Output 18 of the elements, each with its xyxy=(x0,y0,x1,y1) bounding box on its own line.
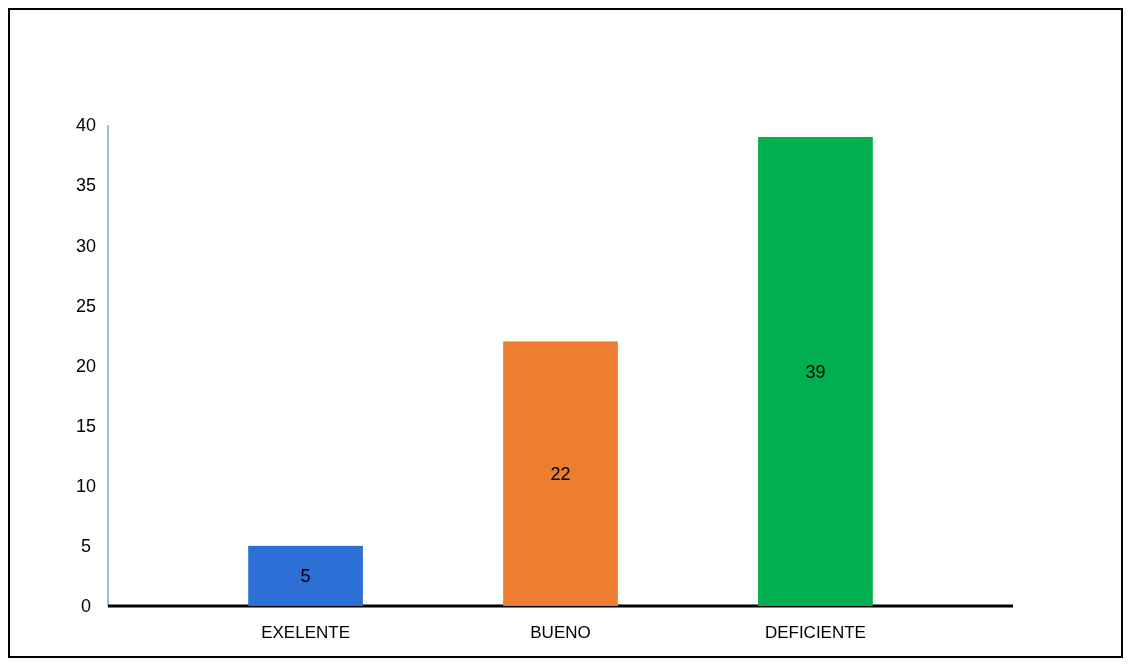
y-tick-label: 15 xyxy=(75,415,97,436)
bar xyxy=(248,545,363,606)
y-tick-label: 40 xyxy=(75,115,97,136)
y-tick-label: 10 xyxy=(75,476,97,497)
y-tick-label: 5 xyxy=(80,536,92,557)
y-tick-label: 25 xyxy=(75,295,97,316)
x-tick-label: EXELENTE xyxy=(261,623,350,642)
data-label: 22 xyxy=(550,464,571,485)
data-label: 39 xyxy=(805,361,826,382)
bar xyxy=(758,137,873,606)
x-tick-label: DEFICIENTE xyxy=(764,623,866,642)
bar xyxy=(503,341,618,606)
y-tick-label: 20 xyxy=(75,355,97,376)
y-tick-label: 35 xyxy=(75,175,97,196)
y-tick-label: 30 xyxy=(75,235,97,256)
y-tick-label: 0 xyxy=(80,596,92,617)
x-tick-label: BUENO xyxy=(530,623,591,642)
data-label: 5 xyxy=(300,566,311,587)
